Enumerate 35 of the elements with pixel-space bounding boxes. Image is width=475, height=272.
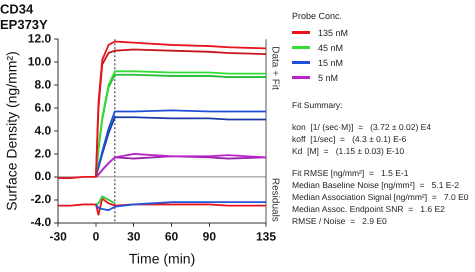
text: Median Assoc. Endpoint SNR = 1.6 E2	[292, 203, 446, 215]
y-tick-label: 12.0	[28, 32, 52, 46]
x-tick-label: 90	[202, 229, 216, 244]
text: Fit RMSE [ng/mm²] = 1.5 E-1	[292, 167, 410, 179]
text: Data + Fit	[269, 46, 280, 90]
legend-label: 45 nM	[318, 42, 344, 54]
y-tick-label: 8.0	[34, 77, 52, 92]
text: Fit Summary:	[292, 99, 344, 111]
text: Residuals	[269, 178, 280, 222]
x-axis-title: Time (min)	[128, 250, 196, 266]
chart-title: CD34	[0, 1, 34, 16]
y-axis-title: Surface Density (ng/mm²)	[3, 51, 20, 211]
y-tick-label: 4.0	[34, 123, 52, 138]
y-tick-label: 0.0	[34, 169, 52, 184]
text: RMSE / Noise = 2.9 E0	[292, 215, 388, 227]
legend-label: 15 nM	[318, 56, 344, 68]
text: Kd [M] = (1.15 ± 0.03) E-10	[292, 145, 406, 157]
x-tick-label: 60	[164, 229, 179, 244]
y-tick-label: -4.0	[30, 215, 52, 230]
legend-title: Probe Conc.	[292, 10, 344, 22]
text: Median Association Signal [ng/mm²] = 7.0 E0	[292, 191, 470, 203]
y-tick-label: 6.0	[34, 100, 52, 114]
y-tick-label: -2.0	[30, 192, 52, 206]
text: kon [1/ (sec·M)] = (3.72 ± 0.02) E4	[292, 121, 432, 133]
legend-label: 5 nM	[318, 72, 338, 84]
chart-subtitle: EP373Y	[0, 16, 48, 32]
x-tick-label: 135	[256, 229, 276, 244]
x-tick-label: -30	[49, 229, 68, 244]
text: Median Baseline Noise [ng/mm²] = 5.1 E-2	[292, 179, 460, 191]
x-tick-label: 30	[127, 229, 141, 244]
y-tick-label: 10.0	[28, 54, 52, 68]
legend-label: 135 nM	[318, 26, 348, 38]
y-tick-label: 2.0	[34, 146, 52, 160]
text: koff [1/sec] = (4.3 ± 0.1) E-6	[292, 133, 408, 145]
x-tick-label: 0	[92, 229, 100, 244]
